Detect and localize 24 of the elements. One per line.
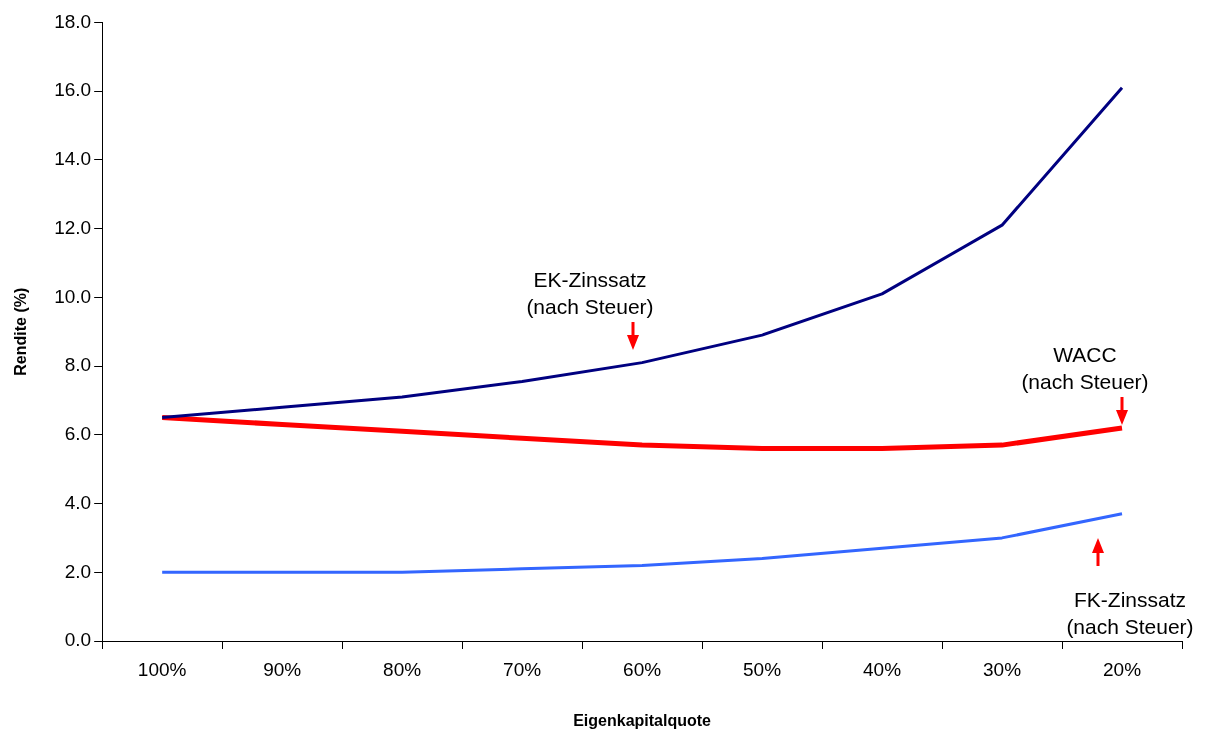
y-tick-label: 0.0: [64, 629, 92, 651]
annotation: WACC (nach Steuer): [1020, 342, 1150, 395]
y-tick-label: 2.0: [64, 560, 92, 582]
y-tick-label: 16.0: [54, 79, 92, 101]
x-tick-label: 70%: [503, 658, 542, 680]
x-tick-label: 60%: [623, 658, 662, 680]
y-tick-label: 18.0: [54, 10, 92, 32]
x-tick-label: 20%: [1102, 658, 1142, 680]
x-tick-label: 50%: [743, 658, 782, 680]
y-tick-label: 4.0: [64, 491, 92, 513]
y-axis-title: Rendite (%): [12, 287, 30, 376]
y-tick-label: 10.0: [54, 285, 92, 307]
y-tick-label: 12.0: [54, 216, 92, 238]
x-tick-label: 40%: [863, 658, 902, 680]
annotation: EK-Zinssatz (nach Steuer): [525, 267, 655, 320]
y-tick-label: 6.0: [64, 423, 92, 445]
x-tick-label: 30%: [983, 658, 1022, 680]
annotation: FK-Zinssatz (nach Steuer): [1065, 587, 1195, 640]
y-tick-label: 14.0: [54, 148, 92, 170]
x-axis-title: Eigenkapitalquote: [573, 711, 712, 729]
x-tick-label: 90%: [263, 658, 302, 680]
y-tick-label: 8.0: [64, 354, 92, 376]
x-tick-label: 80%: [383, 658, 422, 680]
x-tick-label: 100%: [137, 658, 187, 680]
